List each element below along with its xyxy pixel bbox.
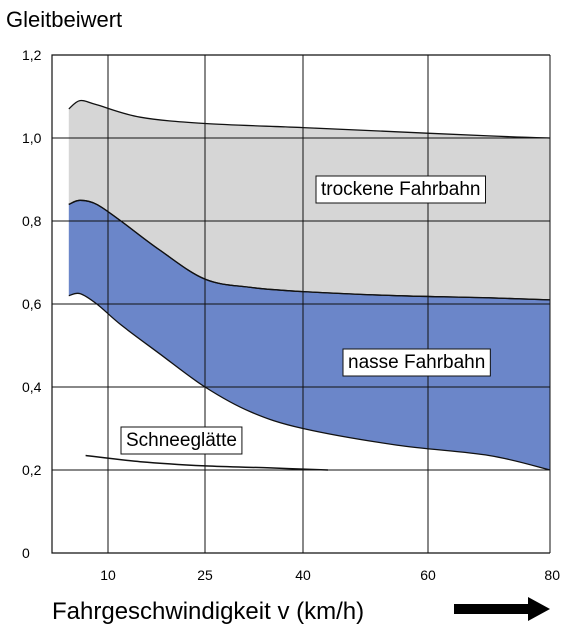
y-tick-label: 0,2 [22,462,42,478]
x-axis-label: Fahrgeschwindigkeit v (km/h) [52,598,364,625]
y-axis-label: Gleitbeiwert [6,7,122,32]
y-tick-label: 0,8 [22,213,42,229]
snow-label-box [120,426,243,455]
region-labels: trockene Fahrbahn nasse Fahrbahn Schneeglä… [120,175,491,455]
x-tick-label: 60 [420,567,436,583]
snow-label: Schneeglätte [126,430,237,451]
wet-road-upper-curve [68,199,551,301]
wet-road-lower-curve [68,292,551,471]
direction-arrow-icon [454,597,550,621]
y-tick-label: 1,0 [22,130,42,146]
x-tick-label: 80 [544,567,560,583]
dry-road-label-box [315,175,486,204]
x-tick-label: 10 [100,567,116,583]
x-tick-label: 25 [197,567,213,583]
dry-road-label: trockene Fahrbahn [321,179,481,200]
dry-road-band [68,100,551,300]
dry-road-upper-curve [68,99,551,139]
wet-road-label-box [342,348,491,377]
dry-road-label-group: trockene Fahrbahn [315,175,486,204]
y-tick-label: 0 [22,545,30,561]
x-tick-label: 40 [295,567,311,583]
snow-curve [85,454,329,471]
wet-road-label: nasse Fahrbahn [348,352,485,373]
axis-ticks: 0 0,2 0,4 0,6 0,8 1,0 1,2 10 25 40 60 80 [22,47,560,583]
y-tick-label: 1,2 [22,47,42,63]
wet-road-band [68,200,551,471]
y-tick-label: 0,4 [22,379,42,395]
snow-label-group: Schneeglätte [120,426,243,455]
y-tick-label: 0,6 [22,296,42,312]
plot-frame [51,54,550,554]
wet-road-label-group: nasse Fahrbahn [342,348,491,377]
plot-area [51,54,551,554]
